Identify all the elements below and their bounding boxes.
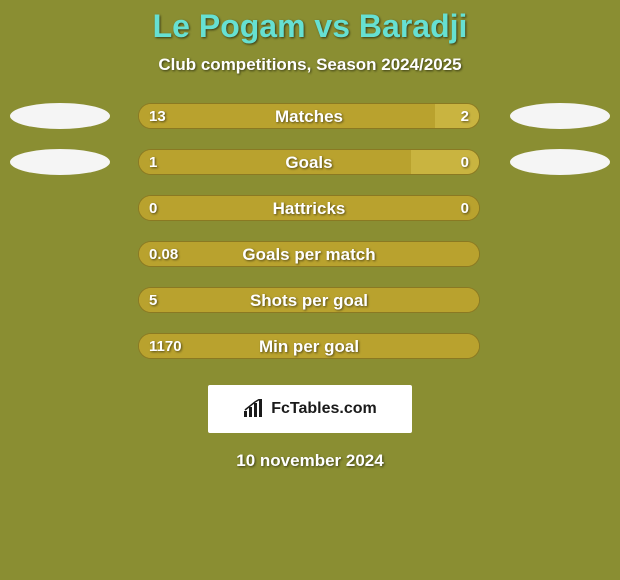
stat-bar-left (139, 196, 479, 220)
footer-date: 10 november 2024 (0, 451, 620, 471)
comparison-infographic: Le Pogam vs Baradji Club competitions, S… (0, 0, 620, 580)
stat-value-left: 0.08 (149, 242, 178, 266)
stat-bar-left (139, 334, 479, 358)
stat-bar-track: 00Hattricks (138, 195, 480, 221)
stat-bar-track: 132Matches (138, 103, 480, 129)
page-subtitle: Club competitions, Season 2024/2025 (0, 55, 620, 75)
stat-row: 132Matches (0, 103, 620, 129)
stat-bar-left (139, 288, 479, 312)
stat-bar-left (139, 150, 411, 174)
stat-bar-track: 5Shots per goal (138, 287, 480, 313)
stat-row: 10Goals (0, 149, 620, 175)
stat-bar-right (435, 104, 479, 128)
player-avatar-right (510, 149, 610, 175)
stat-bar-track: 1170Min per goal (138, 333, 480, 359)
player-avatar-left (10, 103, 110, 129)
stat-bar-left (139, 242, 479, 266)
brand-badge: FcTables.com (208, 385, 412, 433)
stat-value-left: 1 (149, 150, 157, 174)
stat-value-left: 13 (149, 104, 166, 128)
page-title: Le Pogam vs Baradji (0, 0, 620, 45)
stat-value-left: 0 (149, 196, 157, 220)
stat-value-right: 0 (461, 196, 469, 220)
stat-row: 0.08Goals per match (0, 241, 620, 267)
stat-value-left: 5 (149, 288, 157, 312)
stat-bar-left (139, 104, 435, 128)
stat-bar-track: 10Goals (138, 149, 480, 175)
stat-bar-track: 0.08Goals per match (138, 241, 480, 267)
stat-rows: 132Matches10Goals00Hattricks0.08Goals pe… (0, 103, 620, 359)
stat-row: 00Hattricks (0, 195, 620, 221)
stat-row: 1170Min per goal (0, 333, 620, 359)
stat-value-left: 1170 (149, 334, 182, 358)
player-avatar-left (10, 149, 110, 175)
stat-value-right: 0 (461, 150, 469, 174)
stat-row: 5Shots per goal (0, 287, 620, 313)
brand-badge-text: FcTables.com (271, 400, 377, 418)
brand-badge-icon (243, 399, 265, 419)
stat-value-right: 2 (461, 104, 469, 128)
player-avatar-right (510, 103, 610, 129)
